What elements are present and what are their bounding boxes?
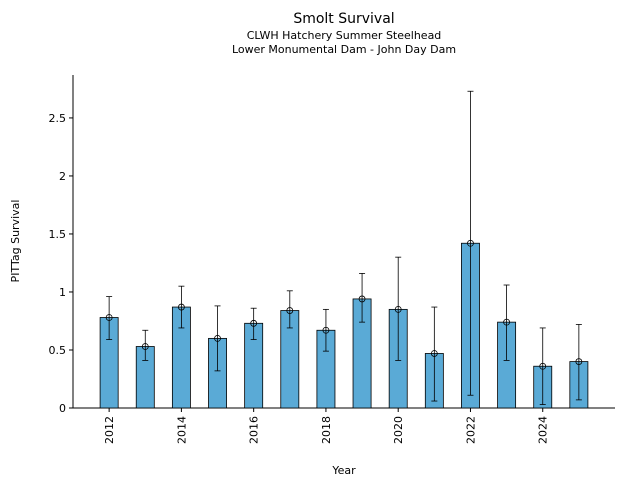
y-tick-label: 0.5	[49, 344, 67, 357]
y-axis-label: PITTag Survival	[9, 200, 22, 283]
point-marker	[250, 319, 258, 327]
y-tick-label: 2	[59, 170, 66, 183]
chart-title: Smolt Survival	[293, 11, 394, 27]
point-marker	[322, 326, 330, 334]
point-marker	[575, 358, 583, 365]
x-tick-label: 2012	[103, 416, 116, 444]
y-tick-label: 1.5	[49, 228, 67, 241]
point-marker	[430, 350, 438, 357]
x-tick-label: 2016	[248, 416, 261, 444]
x-axis-label: Year	[331, 464, 356, 477]
chart-subtitle: Lower Monumental Dam - John Day Dam	[232, 43, 456, 56]
point-marker	[539, 362, 547, 370]
x-tick-label: 2024	[537, 416, 550, 444]
chart-subtitle: CLWH Hatchery Summer Steelhead	[247, 29, 442, 42]
point-marker	[214, 334, 221, 342]
x-tick-label: 2022	[464, 416, 477, 444]
x-tick-label: 2020	[392, 416, 405, 444]
point-marker	[141, 343, 149, 350]
point-marker	[467, 239, 474, 247]
point-marker	[394, 305, 402, 313]
point-marker	[105, 314, 113, 321]
y-tick-label: 0	[59, 402, 66, 415]
point-marker	[286, 307, 294, 314]
point-marker	[177, 303, 185, 311]
x-tick-label: 2014	[175, 416, 188, 444]
point-marker	[358, 295, 366, 303]
point-marker	[503, 318, 511, 326]
x-tick-label: 2018	[320, 416, 333, 444]
y-tick-label: 2.5	[49, 112, 67, 125]
y-tick-label: 1	[59, 286, 66, 299]
